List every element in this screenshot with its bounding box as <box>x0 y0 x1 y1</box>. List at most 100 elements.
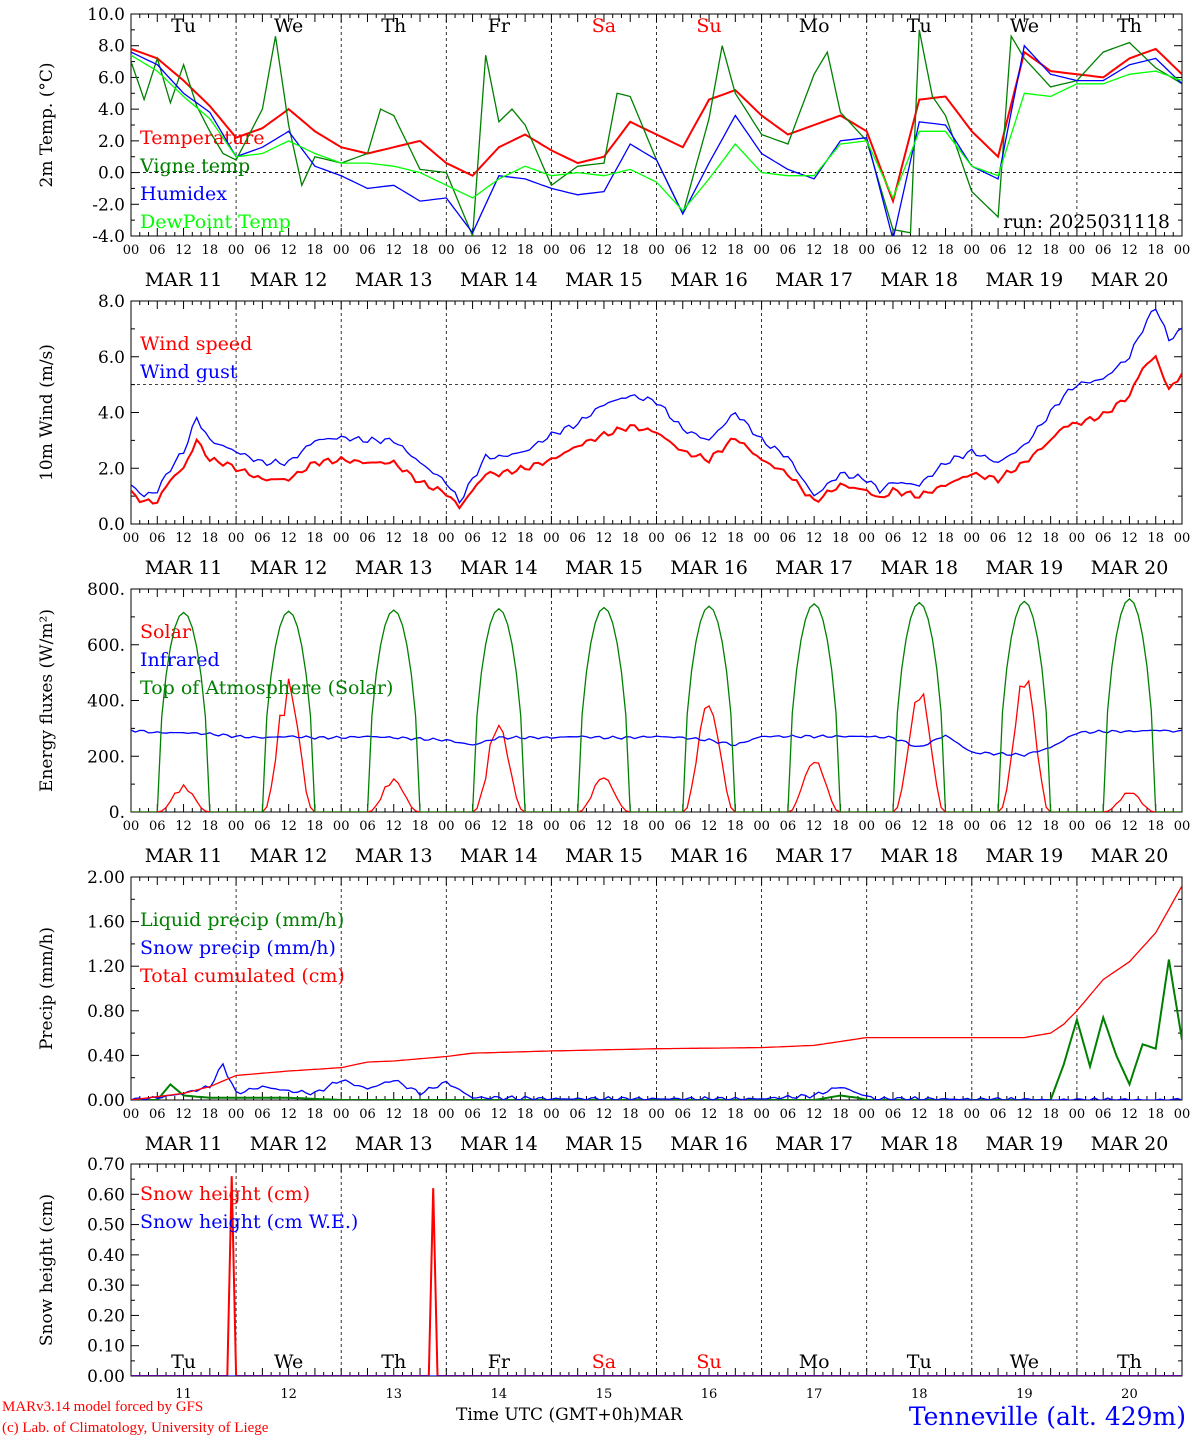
weekday-label: Sa <box>592 15 616 37</box>
hour-tick-label: 18 <box>1042 1107 1059 1122</box>
weekday-label: Sa <box>592 1351 616 1373</box>
hour-tick-label: 12 <box>806 531 823 546</box>
series-line-liquid-precip-mm-h <box>131 959 1182 1100</box>
hour-tick-label: 18 <box>202 243 219 258</box>
hour-tick-label: 18 <box>1042 819 1059 834</box>
day-label: MAR 18 <box>880 557 958 579</box>
y-tick-label: 10.0 <box>87 5 125 25</box>
legend-temperature: Temperature <box>140 127 264 149</box>
panel-4: 0.00 0.40 0.80 1.20 1.60 2.00 Precip (mm/h) 00 0… <box>37 868 1190 1155</box>
hour-tick-label: 18 <box>1147 243 1164 258</box>
hour-tick-label: 18 <box>307 531 324 546</box>
hour-tick-label: 00 <box>1174 819 1191 834</box>
day-label: MAR 13 <box>355 1133 433 1155</box>
day-label: MAR 16 <box>670 269 748 291</box>
hour-tick-label: 12 <box>1016 1107 1033 1122</box>
hour-tick-label: 12 <box>280 243 297 258</box>
hour-tick-label: 06 <box>254 819 271 834</box>
hour-tick-label: 18 <box>517 1107 534 1122</box>
hour-tick-label: 12 <box>911 1107 928 1122</box>
hour-tick-label: 00 <box>648 819 665 834</box>
series-line-snow-precip-mm-h <box>131 1062 1182 1100</box>
hour-tick-label: 00 <box>1069 531 1086 546</box>
hour-tick-label: 12 <box>491 531 508 546</box>
hour-tick-label: 06 <box>149 1107 166 1122</box>
hour-tick-label: 00 <box>333 243 350 258</box>
hour-tick-label: 00 <box>858 1107 875 1122</box>
day-label: MAR 12 <box>250 557 328 579</box>
y-tick-label: 0.00 <box>87 1091 125 1111</box>
weekday-label: We <box>1010 15 1039 37</box>
hour-tick-label: 12 <box>596 819 613 834</box>
weekday-label: Tu <box>171 1351 196 1373</box>
day-label: MAR 14 <box>460 557 538 579</box>
weekday-label: Fr <box>488 1351 511 1373</box>
hour-tick-label: 18 <box>727 243 744 258</box>
hour-tick-label: 00 <box>228 243 245 258</box>
hour-tick-label: 06 <box>1095 819 1112 834</box>
hour-tick-label: 18 <box>937 1107 954 1122</box>
hour-tick-label: 18 <box>202 819 219 834</box>
day-label: MAR 14 <box>460 845 538 867</box>
y-tick-label: 4.0 <box>98 100 125 120</box>
hour-tick-label: 00 <box>543 819 560 834</box>
hour-tick-label: 00 <box>648 531 665 546</box>
y-tick-label: 8.0 <box>98 292 125 312</box>
hour-tick-label: 12 <box>1016 531 1033 546</box>
hour-tick-label: 18 <box>622 1107 639 1122</box>
day-label: MAR 12 <box>250 269 328 291</box>
hour-tick-label: 06 <box>359 243 376 258</box>
hour-tick-label: 06 <box>359 819 376 834</box>
day-label: MAR 16 <box>670 557 748 579</box>
y-tick-label: 0.10 <box>87 1337 125 1357</box>
hour-tick-label: 06 <box>254 531 271 546</box>
hour-tick-label: 00 <box>648 1107 665 1122</box>
y-tick-label: 200. <box>87 747 125 767</box>
y-tick-label: 0.20 <box>87 1306 125 1326</box>
hour-tick-label: 00 <box>858 819 875 834</box>
hour-tick-label: 12 <box>1121 531 1138 546</box>
hour-tick-label: 12 <box>596 243 613 258</box>
day-label: MAR 20 <box>1091 845 1169 867</box>
hour-tick-label: 18 <box>202 1107 219 1122</box>
hour-tick-label: 06 <box>675 1107 692 1122</box>
day-number-label: 20 <box>1121 1387 1138 1402</box>
y-tick-label: 0.60 <box>87 1185 125 1205</box>
hour-tick-label: 18 <box>307 243 324 258</box>
day-label: MAR 11 <box>145 269 223 291</box>
y-tick-label: 0.50 <box>87 1216 125 1236</box>
y-tick-label: -2.0 <box>92 195 125 215</box>
series-line-top-of-atmosphere-solar <box>131 598 1182 812</box>
day-label: MAR 11 <box>145 1133 223 1155</box>
day-label: MAR 20 <box>1091 557 1169 579</box>
weekday-label: We <box>274 15 303 37</box>
hour-tick-label: 12 <box>385 819 402 834</box>
hour-tick-label: 00 <box>543 531 560 546</box>
hour-tick-label: 12 <box>385 531 402 546</box>
hour-tick-label: 06 <box>254 1107 271 1122</box>
hour-tick-label: 18 <box>1147 819 1164 834</box>
hour-tick-label: 18 <box>307 1107 324 1122</box>
y-tick-label: -4.0 <box>92 227 125 247</box>
hour-tick-label: 12 <box>596 1107 613 1122</box>
legend-wind-gust: Wind gust <box>140 361 238 383</box>
hour-tick-label: 00 <box>753 531 770 546</box>
day-label: MAR 18 <box>880 269 958 291</box>
legend-dewpoint-temp: DewPoint Temp <box>140 211 291 233</box>
hour-tick-label: 00 <box>438 1107 455 1122</box>
hour-tick-label: 18 <box>202 531 219 546</box>
y-tick-label: 800. <box>87 580 125 600</box>
hour-tick-label: 06 <box>780 819 797 834</box>
day-label: MAR 12 <box>250 845 328 867</box>
day-label: MAR 11 <box>145 557 223 579</box>
hour-tick-label: 06 <box>149 531 166 546</box>
weekday-label: Th <box>381 15 406 37</box>
series-line-wind-speed <box>131 354 1182 511</box>
weekday-label: Tu <box>907 15 932 37</box>
day-label: MAR 13 <box>355 557 433 579</box>
plot-frame <box>130 588 1183 813</box>
legend-snow-height-cm-w-e: Snow height (cm W.E.) <box>140 1211 358 1233</box>
hour-tick-label: 12 <box>491 243 508 258</box>
y-tick-label: 1.20 <box>87 957 125 977</box>
